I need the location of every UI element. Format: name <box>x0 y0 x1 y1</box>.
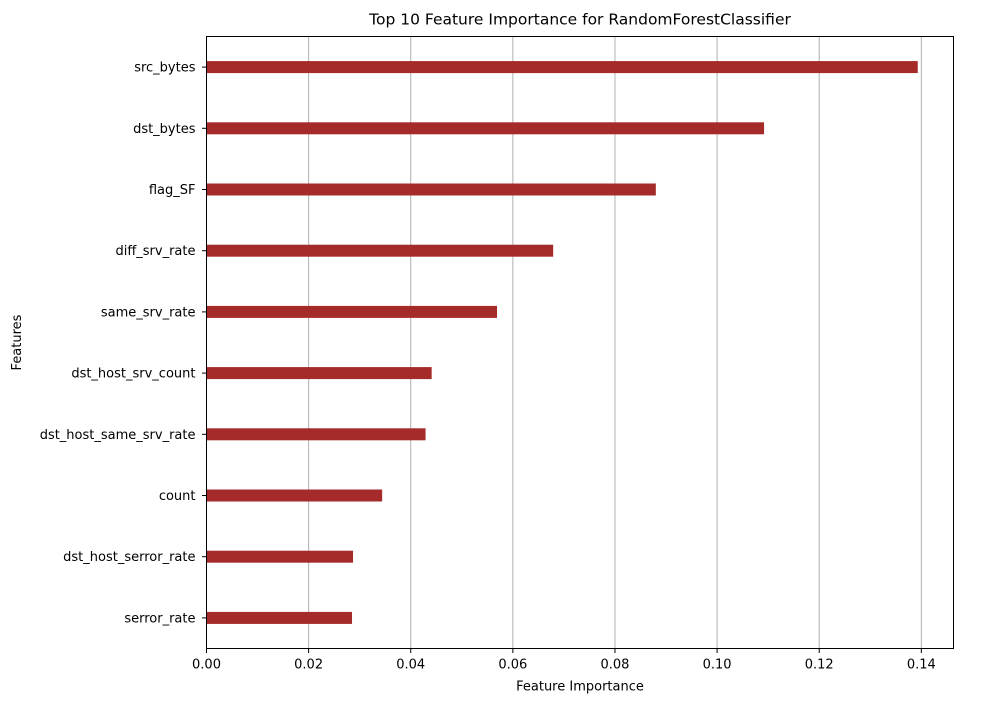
y-tick-label: dst_bytes <box>133 122 196 137</box>
x-axis-ticks: 0.00 0.02 0.04 0.06 0.08 0.10 0.12 0.14 <box>192 648 936 673</box>
x-tick-label: 0.04 <box>396 658 425 673</box>
bar-src-bytes <box>206 61 918 74</box>
y-tick-label: dst_host_serror_rate <box>63 550 195 565</box>
x-tick-label: 0.14 <box>907 658 936 673</box>
bar-count <box>206 489 383 502</box>
y-axis-label: Features <box>10 314 25 370</box>
x-axis-label: Feature Importance <box>516 680 644 695</box>
x-gridlines <box>206 36 922 649</box>
x-tick-label: 0.12 <box>805 658 834 673</box>
bar-flag-SF <box>206 183 656 196</box>
bar-dst-host-same-srv-rate <box>206 428 426 441</box>
chart-title: Top 10 Feature Importance for RandomFore… <box>368 11 791 29</box>
bar-dst-host-srv-count <box>206 367 432 380</box>
y-axis-ticks: src_bytes dst_bytes flag_SF diff_srv_ratesa… <box>40 61 207 626</box>
y-tick-label: dst_host_same_srv_rate <box>40 428 196 443</box>
x-tick-label: 0.06 <box>498 658 527 673</box>
bar-diff-srv-rate <box>206 244 554 257</box>
plot-frame <box>206 36 954 649</box>
x-tick-label: 0.08 <box>600 658 629 673</box>
bar-dst-host-serror-rate <box>206 550 354 563</box>
y-tick-label: src_bytes <box>134 61 196 76</box>
x-tick-label: 0.10 <box>703 658 732 673</box>
bars <box>206 61 918 624</box>
bar-serror-rate <box>206 611 353 624</box>
bar-same-srv-rate <box>206 305 498 318</box>
y-tick-label: serror_rate <box>124 611 195 626</box>
x-tick-label: 0.00 <box>192 658 221 673</box>
y-tick-label: diff_srv_rate <box>115 244 195 259</box>
y-tick-label: dst_host_srv_count <box>71 367 195 382</box>
y-tick-label: count <box>159 489 196 504</box>
y-tick-label: same_srv_rate <box>101 305 196 320</box>
x-tick-label: 0.02 <box>294 658 323 673</box>
y-tick-label: flag_SF <box>149 183 196 198</box>
bar-dst-bytes <box>206 122 765 135</box>
